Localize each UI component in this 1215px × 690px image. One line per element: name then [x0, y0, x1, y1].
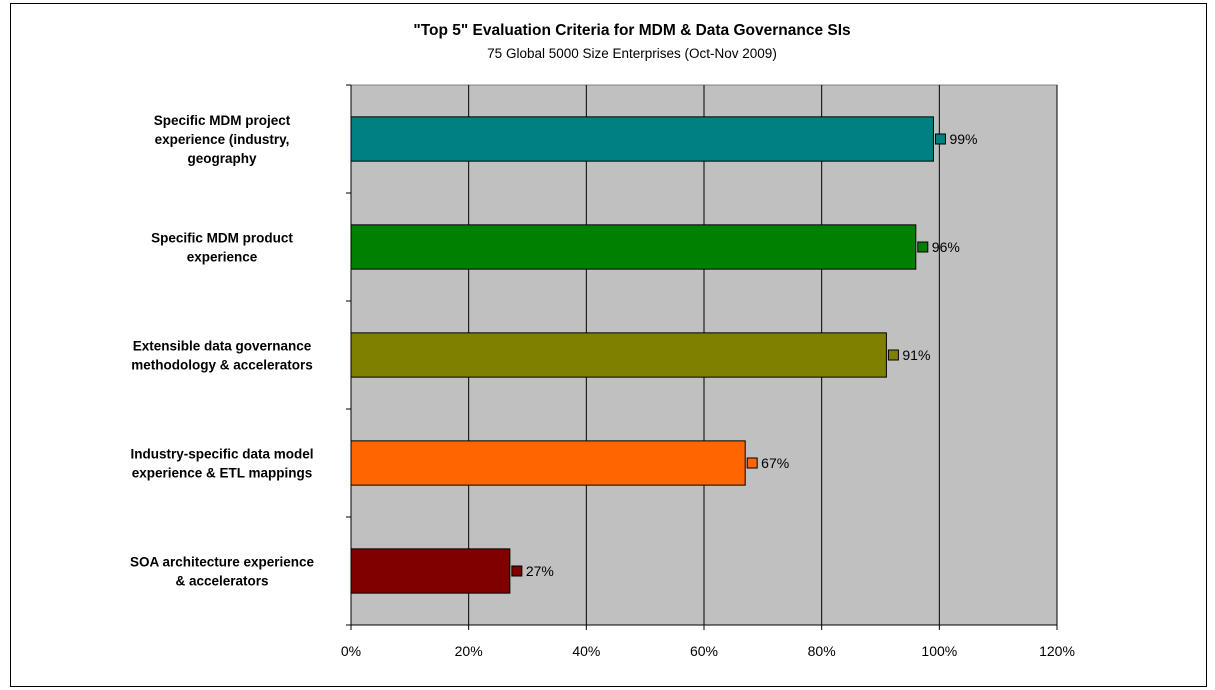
category-label: geography — [187, 151, 257, 166]
bar-marker — [746, 457, 758, 469]
plot-area: 0% 20% 40% 60% 80% 100% 120% 99% Specific MDM pr… — [130, 84, 1075, 659]
data-label: 99% — [949, 131, 977, 147]
category-label: Industry-specific data model — [130, 447, 313, 462]
x-tick-label: 80% — [808, 643, 836, 659]
x-tick-label: 60% — [690, 643, 718, 659]
x-tick-label: 40% — [572, 643, 600, 659]
bar — [350, 332, 887, 378]
category-label: Specific MDM product — [151, 231, 293, 246]
data-label: 27% — [526, 563, 554, 579]
x-tick-label: 0% — [341, 643, 361, 659]
category-label: experience & ETL mappings — [132, 466, 313, 481]
x-tick-label: 100% — [921, 643, 957, 659]
bar — [350, 440, 746, 486]
bar-marker — [887, 349, 899, 361]
data-label: 91% — [902, 347, 930, 363]
bar-marker — [934, 133, 946, 145]
bar — [350, 224, 917, 270]
x-tick-label: 120% — [1039, 643, 1075, 659]
category-label: experience — [187, 250, 258, 265]
category-label: Extensible data governance — [133, 339, 312, 354]
category-label: methodology & accelerators — [131, 358, 313, 373]
chart-subtitle: 75 Global 5000 Size Enterprises (Oct-Nov… — [487, 46, 777, 61]
data-label: 67% — [761, 455, 789, 471]
bar — [350, 548, 511, 594]
bar — [350, 116, 934, 162]
x-tick-label: 20% — [455, 643, 483, 659]
chart-title: "Top 5" Evaluation Criteria for MDM & Da… — [413, 22, 850, 39]
bar-marker — [917, 241, 929, 253]
category-label: experience (industry, — [155, 132, 290, 147]
category-label: SOA architecture experience — [130, 555, 315, 570]
category-label: & accelerators — [175, 574, 268, 589]
bar-marker — [511, 565, 523, 577]
category-label: Specific MDM project — [154, 113, 291, 128]
data-label: 96% — [932, 239, 960, 255]
